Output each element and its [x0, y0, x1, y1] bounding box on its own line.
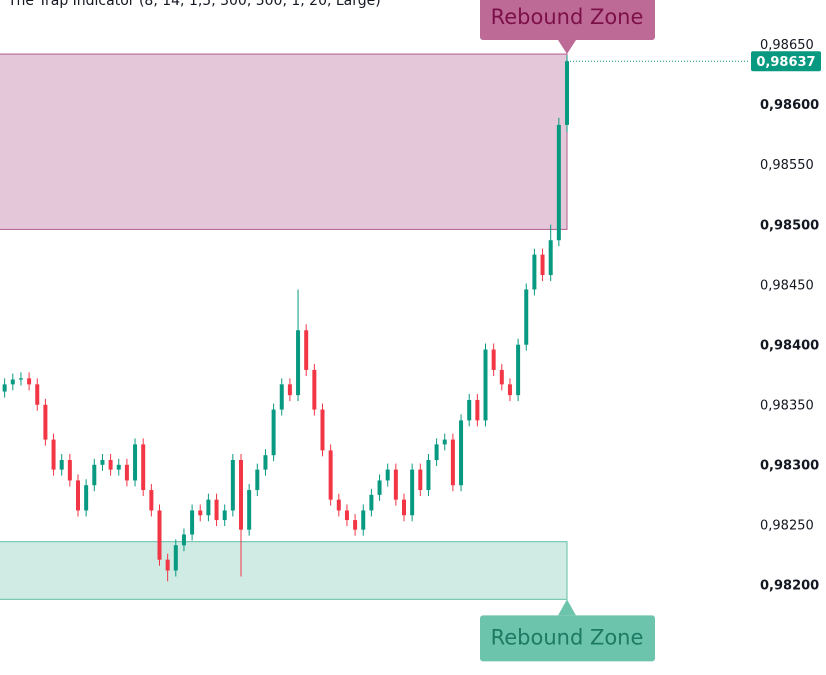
- candle-body: [247, 490, 252, 530]
- y-tick-label: 0,98600: [760, 98, 819, 113]
- candle-body: [540, 254, 545, 276]
- last-price-tag: [751, 51, 821, 72]
- candle-body: [328, 450, 333, 500]
- candle-body: [344, 510, 349, 521]
- candle-body: [222, 510, 227, 521]
- zone: [0, 53, 568, 230]
- candle-body: [43, 404, 48, 440]
- candle-body: [198, 510, 203, 516]
- candle-body: [35, 384, 40, 405]
- candle-body: [124, 464, 129, 481]
- candle-body: [296, 330, 301, 396]
- candle-body: [165, 559, 170, 571]
- candle-body: [239, 460, 243, 530]
- candle-body: [320, 409, 325, 451]
- candle-body: [450, 439, 455, 486]
- candle-body: [475, 399, 480, 421]
- candle-body: [108, 460, 113, 470]
- last-price-label: 0,98637: [756, 55, 815, 70]
- y-tick-label: 0,98450: [760, 278, 814, 293]
- candle-body: [565, 61, 569, 125]
- y-tick-label: 0,98200: [760, 579, 819, 594]
- zone-tag: [480, 615, 655, 662]
- candle-body: [442, 439, 447, 445]
- candle-body: [214, 499, 219, 521]
- candle-body: [385, 469, 390, 481]
- candle-body: [312, 369, 317, 410]
- candle-body: [76, 480, 80, 511]
- candle-body: [133, 444, 138, 481]
- candle-body: [361, 510, 366, 530]
- candle-body: [548, 240, 553, 276]
- candle-body: [304, 330, 309, 370]
- candle-body: [426, 460, 431, 491]
- candle-body: [255, 469, 260, 491]
- candle-body: [491, 349, 496, 370]
- candle-body: [157, 510, 162, 560]
- candle-body: [499, 369, 504, 385]
- candles: [2, 55, 569, 582]
- candle-body: [206, 499, 211, 516]
- y-tick-label: 0,98500: [760, 218, 819, 233]
- candle-body: [402, 499, 406, 516]
- price-axis: 0,98650 0,98600 0,98550 0,98500 0,98450 0,984…: [567, 38, 821, 594]
- y-tick-label: 0,98400: [760, 338, 819, 353]
- candle-body: [27, 378, 32, 385]
- candle-body: [377, 480, 382, 495]
- candle-body: [532, 254, 537, 290]
- candle-body: [149, 490, 154, 511]
- candle-body: [92, 464, 97, 486]
- candle-body: [59, 460, 64, 470]
- candle-body: [271, 409, 276, 456]
- y-tick-label: 0,98550: [760, 158, 814, 173]
- candle-body: [84, 485, 89, 511]
- candle-body: [173, 545, 178, 571]
- candle-body: [18, 378, 23, 380]
- candle-body: [410, 469, 415, 516]
- candle-body: [230, 460, 235, 511]
- candle-body: [393, 469, 398, 500]
- candle-body: [10, 379, 15, 385]
- candle-body: [67, 460, 72, 481]
- candle-body: [467, 399, 472, 421]
- zone: [0, 541, 568, 600]
- y-tick-label: 0,98250: [760, 519, 814, 534]
- candle-body: [100, 460, 105, 465]
- candle-body: [369, 494, 374, 511]
- candle-body: [190, 510, 195, 535]
- candle-body: [279, 384, 284, 410]
- candle-body: [51, 439, 56, 470]
- y-tick-label: 0,98350: [760, 398, 814, 413]
- chart-title: The Trap Indicator (8, 14, 1,5, 300, 500…: [7, 0, 381, 9]
- candle-body: [459, 420, 464, 486]
- candle-body: [353, 520, 358, 530]
- candle-body: [556, 124, 561, 241]
- candle-body: [483, 349, 488, 421]
- candle-body: [2, 384, 7, 392]
- candle-body: [116, 464, 121, 470]
- y-tick-label: 0,98650: [760, 38, 814, 53]
- zone-tag: [480, 0, 655, 40]
- candle-body: [434, 444, 439, 461]
- y-tick-label: 0,98300: [760, 459, 819, 474]
- zone-tag-pointer: [558, 599, 576, 616]
- zone-tag-label: Rebound Zone: [491, 625, 644, 649]
- candle-body: [336, 499, 341, 511]
- zone-tag-label: Rebound Zone: [491, 5, 644, 29]
- candle-body: [507, 384, 512, 396]
- candle-body: [263, 455, 268, 470]
- candle-body: [418, 469, 423, 491]
- candle-body: [141, 444, 146, 491]
- candle-body: [181, 534, 186, 546]
- candle-body: [524, 289, 529, 345]
- zones: Rebound Zone Rebound Zone: [0, 0, 655, 662]
- candle-body: [516, 344, 521, 396]
- candle-body: [287, 384, 292, 396]
- zone-tag-pointer: [558, 40, 576, 55]
